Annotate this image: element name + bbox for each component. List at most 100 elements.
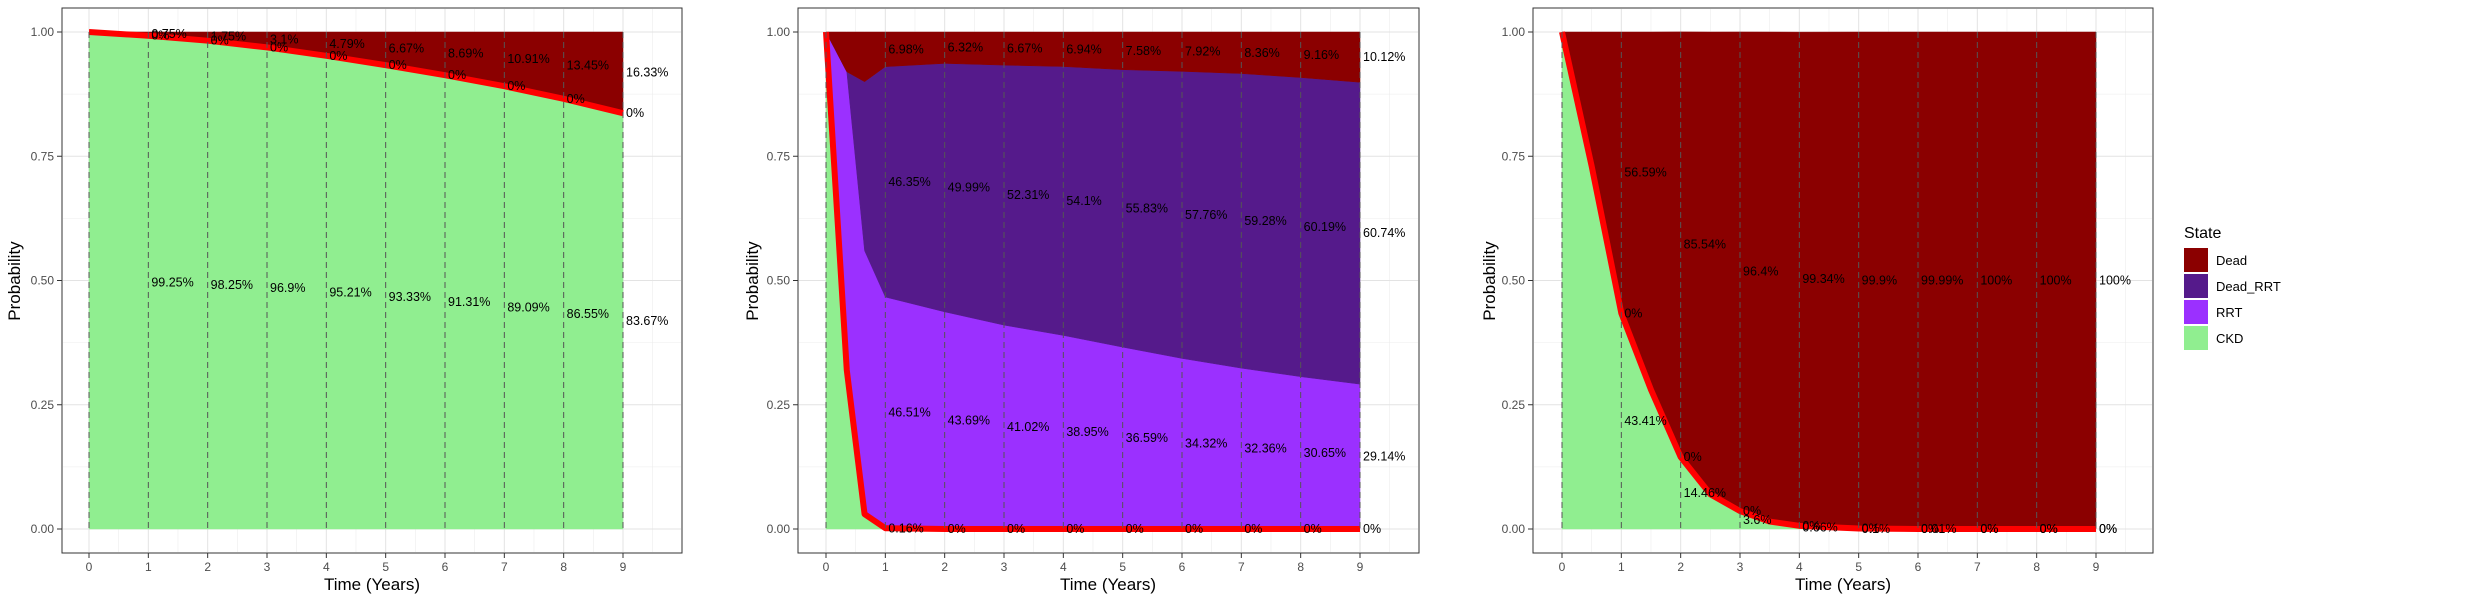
data-label: 0.75% [151, 27, 186, 41]
data-label: 29.14% [1363, 450, 1405, 464]
y-tick-label: 0.00 [1502, 522, 1526, 536]
data-label: 0% [948, 522, 966, 536]
legend-swatch-dead [2184, 248, 2208, 272]
y-tick-label: 0.25 [767, 398, 791, 412]
y-tick-label: 0.00 [31, 522, 55, 536]
panel-1: 99.25% 98.25% 96.9% 95.21% 93.33% 91.31% 89.09… [5, 7, 683, 594]
x-tick-label: 4 [1060, 560, 1067, 574]
x-tick-label: 0 [1559, 560, 1566, 574]
data-label: 0% [1007, 522, 1025, 536]
data-label: 0% [1126, 522, 1144, 536]
data-label: 30.65% [1304, 446, 1346, 460]
x-tick-label: 0 [86, 560, 93, 574]
x-tick-label: 3 [1737, 560, 1744, 574]
legend: State Dead Dead_RRT RRT CKD [2184, 225, 2281, 350]
legend-item-rrt: RRT [2184, 300, 2243, 324]
data-label: 10.12% [1363, 50, 1405, 64]
data-label: 6.32% [948, 41, 983, 55]
data-label: 49.99% [948, 181, 990, 195]
data-label: 7.58% [1126, 44, 1161, 58]
x-tick-label: 6 [1915, 560, 1922, 574]
data-label: 6.94% [1066, 42, 1101, 56]
data-label: 89.09% [507, 301, 549, 315]
y-tick-label: 0.00 [767, 522, 791, 536]
data-label: 99.99% [1921, 273, 1963, 287]
panel-1-x-axis-title: Time (Years) [324, 575, 420, 594]
y-tick-label: 1.00 [767, 25, 791, 39]
data-label: 0.16% [888, 522, 923, 536]
data-label: 0.66% [1802, 520, 1837, 534]
data-label: 36.59% [1126, 431, 1168, 445]
y-tick-label: 0.75 [767, 149, 791, 163]
panel-2-y-axis-title: Probability [743, 241, 762, 321]
x-tick-label: 6 [1179, 560, 1186, 574]
data-label: 8.69% [448, 47, 483, 61]
x-tick-label: 3 [264, 560, 271, 574]
data-label: 13.45% [567, 58, 609, 72]
data-label: 38.95% [1066, 425, 1108, 439]
data-label: 99.34% [1802, 272, 1844, 286]
legend-swatch-ckd [2184, 326, 2208, 350]
data-label: 55.83% [1126, 201, 1168, 215]
legend-swatch-rrt [2184, 300, 2208, 324]
panel-2-plot: 6.98% 6.32% 6.67% 6.94% 7.58% 7.92% 8.36% 9.16%… [767, 9, 1418, 574]
data-label: 98.25% [211, 278, 253, 292]
data-label: 0% [507, 79, 525, 93]
legend-label-dead-rrt: Dead_RRT [2216, 279, 2281, 294]
data-label: 60.19% [1304, 220, 1346, 234]
y-tick-label: 0.50 [31, 274, 55, 288]
y-tick-label: 0.75 [1502, 149, 1526, 163]
legend-item-dead: Dead [2184, 248, 2247, 272]
data-label: 0% [211, 34, 229, 48]
data-label: 99.25% [151, 275, 193, 289]
data-label: 3.6% [1743, 513, 1772, 527]
data-label: 100% [2099, 274, 2131, 288]
data-label: 83.67% [626, 314, 668, 328]
data-label: 6.67% [1007, 42, 1042, 56]
x-tick-label: 2 [941, 560, 948, 574]
y-tick-label: 0.25 [1502, 398, 1526, 412]
x-tick-label: 7 [501, 560, 508, 574]
data-label: 57.76% [1185, 208, 1227, 222]
data-label: 0% [567, 92, 585, 106]
y-tick-label: 0.25 [31, 398, 55, 412]
highlight-line [1559, 31, 2096, 532]
data-label: 0% [151, 29, 169, 43]
data-label: 0% [626, 106, 644, 120]
data-label: 0% [1624, 306, 1642, 320]
x-tick-label: 9 [620, 560, 627, 574]
data-label: 43.41% [1624, 414, 1666, 428]
data-label: 6.98% [888, 42, 923, 56]
data-label: 0% [2040, 522, 2058, 536]
data-label: 0% [448, 68, 466, 82]
data-label: 43.69% [948, 413, 990, 427]
panel-1-y-axis-title: Probability [5, 241, 24, 321]
data-label: 93.33% [389, 290, 431, 304]
data-label: 4.79% [329, 37, 364, 51]
data-label: 0% [389, 58, 407, 72]
data-label: 0% [1244, 522, 1262, 536]
data-label: 86.55% [567, 307, 609, 321]
legend-label-ckd: CKD [2216, 331, 2243, 346]
data-label: 0.01% [1921, 522, 1956, 536]
panel-3-plot: 56.59%85.54%96.4%99.34% 99.9% 99.99% 100% 10… [1502, 9, 2152, 574]
legend-item-dead-rrt: Dead_RRT [2184, 274, 2281, 298]
data-label: 54.1% [1066, 194, 1101, 208]
data-label: 7.92% [1185, 45, 1220, 59]
x-tick-label: 2 [204, 560, 211, 574]
panel-3-y-axis-title: Probability [1480, 241, 1499, 321]
highlight-line [823, 31, 1360, 532]
legend-title: State [2184, 225, 2221, 242]
data-label: 96.9% [270, 281, 305, 295]
data-label: 0% [1980, 522, 1998, 536]
panel-3-x-axis-title: Time (Years) [1795, 575, 1891, 594]
data-label: 59.28% [1244, 214, 1286, 228]
data-label: 1.75% [211, 29, 246, 43]
data-label: 46.35% [888, 175, 930, 189]
data-label: 85.54% [1684, 237, 1726, 251]
x-tick-label: 4 [1796, 560, 1803, 574]
data-label: 0% [1066, 522, 1084, 536]
x-tick-label: 0 [823, 560, 830, 574]
data-label: 8.36% [1244, 46, 1279, 60]
